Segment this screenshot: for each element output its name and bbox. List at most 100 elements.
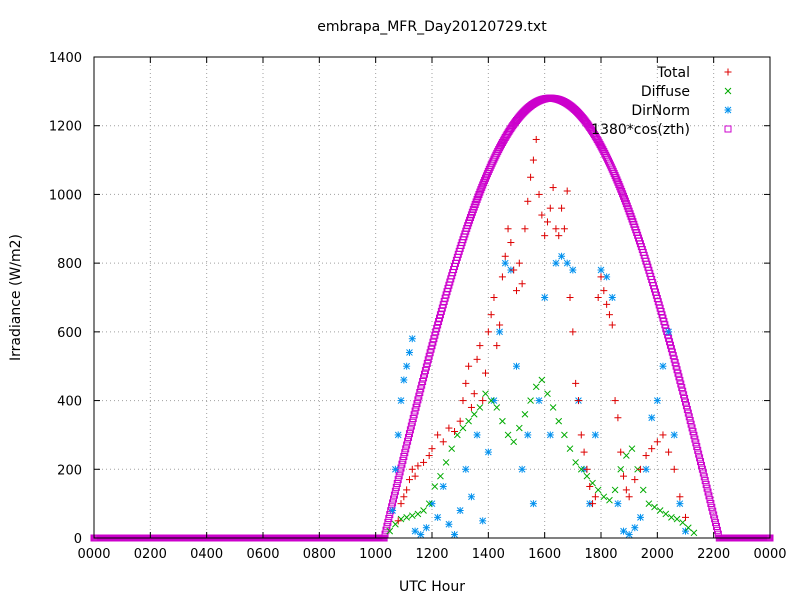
cos-zth-point bbox=[675, 373, 683, 381]
cos-zth-point bbox=[476, 188, 484, 196]
cos-zth-point bbox=[713, 526, 721, 534]
x-tick-label: 1600 bbox=[528, 547, 561, 562]
cos-zth-point bbox=[479, 181, 487, 189]
cos-zth-point bbox=[610, 169, 618, 177]
diffuse-point bbox=[386, 527, 394, 535]
cos-zth-point bbox=[404, 437, 412, 445]
dirnorm-point bbox=[670, 431, 678, 439]
dirnorm-point bbox=[439, 482, 447, 490]
x-tick-label: 0800 bbox=[303, 547, 336, 562]
legend-marker bbox=[724, 68, 732, 76]
cos-zth-point bbox=[411, 407, 419, 415]
cos-zth-point bbox=[478, 183, 486, 191]
cos-zth-point bbox=[482, 172, 490, 180]
total-point bbox=[659, 431, 667, 439]
total-point bbox=[586, 482, 594, 490]
cos-zth-point bbox=[480, 179, 488, 187]
cos-zth-point bbox=[705, 492, 713, 500]
total-point bbox=[636, 465, 644, 473]
diffuse-point bbox=[493, 404, 501, 411]
dirnorm-point bbox=[608, 294, 616, 301]
cos-zth-point bbox=[425, 352, 433, 360]
x-tick-label: 2200 bbox=[697, 547, 730, 562]
diffuse-point bbox=[538, 376, 546, 384]
diffuse-point bbox=[504, 431, 512, 439]
dirnorm-point bbox=[558, 252, 566, 260]
total-point bbox=[622, 486, 630, 494]
dirnorm-point bbox=[417, 531, 425, 539]
x-tick-label: 1400 bbox=[472, 547, 505, 562]
cos-zth-point bbox=[698, 465, 706, 473]
dirnorm-point bbox=[659, 362, 667, 370]
cos-zth-point bbox=[712, 522, 720, 530]
cos-zth-point bbox=[477, 186, 485, 194]
total-point bbox=[496, 321, 504, 329]
cos-zth-point bbox=[709, 507, 717, 515]
cos-zth-point bbox=[681, 394, 689, 402]
total-point bbox=[676, 493, 684, 501]
x-tick-label: 1000 bbox=[359, 547, 392, 562]
total-point bbox=[648, 445, 656, 453]
cos-zth-point bbox=[688, 424, 696, 432]
x-tick-label: 0200 bbox=[134, 547, 167, 562]
cos-zth-point bbox=[704, 488, 712, 496]
cos-zth-point bbox=[671, 359, 679, 367]
diffuse-point bbox=[465, 417, 472, 425]
cos-zth-point bbox=[708, 503, 716, 511]
total-point bbox=[560, 225, 568, 233]
cos-zth-point bbox=[402, 445, 410, 453]
y-axis-title: Irradiance (W/m2) bbox=[8, 234, 24, 361]
cos-zth-point bbox=[711, 515, 719, 523]
dirnorm-point bbox=[479, 517, 487, 525]
total-point bbox=[577, 431, 585, 439]
diffuse-point bbox=[549, 404, 557, 411]
cos-zth-point bbox=[706, 496, 714, 504]
diffuse-point bbox=[532, 383, 540, 391]
cos-zth-point bbox=[406, 426, 414, 434]
legend-marker bbox=[724, 106, 732, 114]
total-point bbox=[473, 355, 481, 363]
cos-zth-point bbox=[702, 480, 710, 488]
dirnorm-point bbox=[552, 259, 560, 267]
total-point bbox=[532, 135, 540, 143]
cos-zth-point bbox=[697, 461, 705, 469]
x-tick-label: 2000 bbox=[641, 547, 674, 562]
cos-zth-point bbox=[427, 345, 435, 353]
cos-zth-point bbox=[710, 511, 718, 519]
x-tick-label: 0000 bbox=[77, 547, 110, 562]
cos-zth-point bbox=[412, 403, 420, 411]
total-point bbox=[414, 462, 422, 470]
diffuse-point bbox=[448, 445, 456, 452]
y-tick-label: 200 bbox=[57, 463, 82, 478]
diffuse-point bbox=[651, 503, 658, 511]
x-tick-label: 1200 bbox=[415, 547, 448, 562]
cos-zth-point bbox=[682, 402, 690, 410]
total-point bbox=[428, 445, 436, 453]
cos-zth-point bbox=[697, 458, 705, 466]
total-point bbox=[439, 438, 447, 446]
total-point bbox=[459, 397, 467, 405]
cos-zth-point bbox=[619, 190, 627, 198]
legend-marker bbox=[724, 87, 732, 95]
cos-zth-point bbox=[405, 430, 413, 438]
diffuse-point bbox=[583, 472, 591, 480]
cos-zth-point bbox=[683, 405, 691, 413]
dirnorm-point bbox=[408, 335, 416, 343]
total-point bbox=[572, 379, 580, 387]
diffuse-point bbox=[403, 514, 410, 521]
total-point bbox=[558, 204, 566, 212]
cos-zth-point bbox=[393, 480, 401, 488]
dirnorm-point bbox=[682, 527, 689, 535]
series-total bbox=[394, 135, 689, 525]
dirnorm-point bbox=[389, 507, 397, 515]
diffuse-point bbox=[408, 512, 416, 519]
dirnorm-point bbox=[569, 266, 577, 274]
cos-zth-point bbox=[401, 449, 409, 457]
total-point bbox=[518, 280, 526, 288]
diffuse-point bbox=[414, 510, 422, 518]
diffuse-point bbox=[459, 424, 467, 432]
dirnorm-point bbox=[422, 524, 430, 532]
total-point bbox=[597, 273, 605, 281]
cos-zth-point bbox=[384, 518, 392, 526]
dirnorm-point bbox=[451, 531, 459, 539]
